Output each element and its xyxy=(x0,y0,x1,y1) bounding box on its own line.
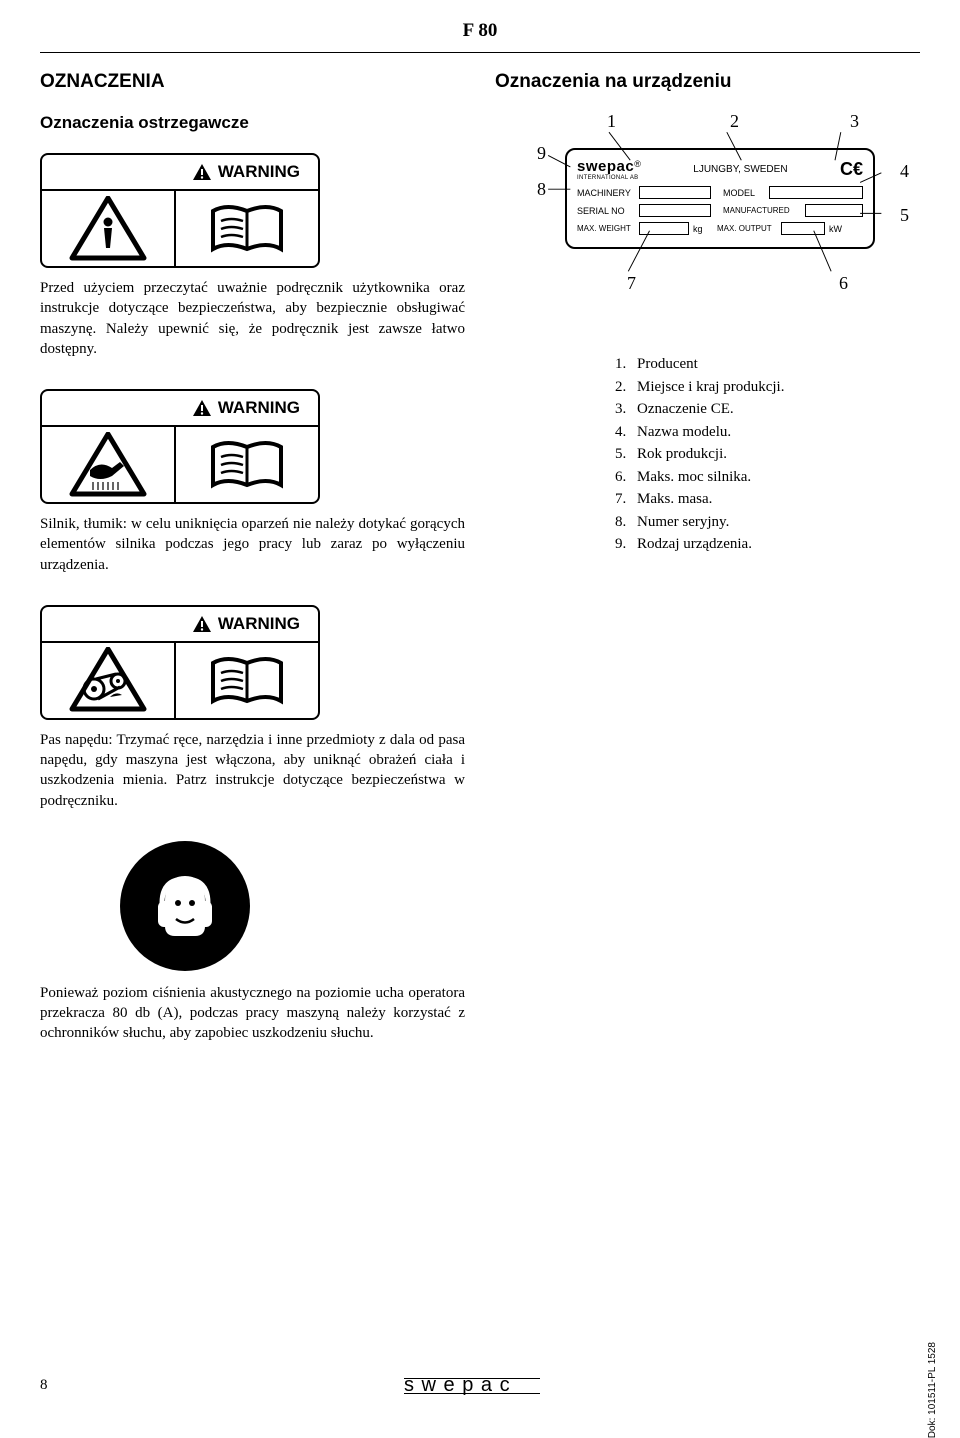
legend-item: 4.Nazwa modelu. xyxy=(615,421,920,444)
callout-8: 8 xyxy=(537,179,546,200)
label-output: MAX. OUTPUT xyxy=(717,224,777,233)
legend-item: 7.Maks. masa. xyxy=(615,488,920,511)
paragraph-3: Pas napędu: Trzymać ręce, narzędzia i in… xyxy=(40,730,465,811)
callout-5: 5 xyxy=(900,205,909,226)
callout-2: 2 xyxy=(730,111,739,132)
right-title: Oznaczenia na urządzeniu xyxy=(495,71,920,93)
legend-item: 8.Numer seryjny. xyxy=(615,511,920,534)
warning-sign-3: WARNING xyxy=(40,605,320,720)
legend-item: 6.Maks. moc silnika. xyxy=(615,466,920,489)
legend-item: 2.Miejsce i kraj produkcji. xyxy=(615,376,920,399)
callout-6: 6 xyxy=(839,273,848,294)
page-header-code: F 80 xyxy=(40,20,920,42)
warning-text-2: WARNING xyxy=(218,398,300,418)
legend-item: 5.Rok produkcji. xyxy=(615,443,920,466)
callout-9: 9 xyxy=(537,143,546,164)
legend-item: 3.Oznaczenie CE. xyxy=(615,398,920,421)
callout-1: 1 xyxy=(607,111,616,132)
ear-protection-icon xyxy=(140,861,230,951)
top-rule xyxy=(40,52,920,53)
paragraph-1: Przed użyciem przeczytać uważnie podręcz… xyxy=(40,278,465,359)
nameplate-international: INTERNATIONAL AB xyxy=(577,175,641,181)
warning-triangle-icon xyxy=(192,163,212,181)
hazard-belt-icon xyxy=(68,647,148,713)
right-column: Oznaczenia na urządzeniu 1 2 3 4 5 6 7 8… xyxy=(495,71,920,1074)
nameplate-diagram: 1 2 3 4 5 6 7 8 9 swepac® INTERNATIONAL … xyxy=(495,113,920,333)
left-main-title: OZNACZENIA xyxy=(40,71,465,93)
ce-mark-icon: C€ xyxy=(840,159,863,180)
legend-item: 1.Producent xyxy=(615,353,920,376)
svg-text:s w e p a c: s w e p a c xyxy=(404,1374,511,1396)
label-manuf: MANUFACTURED xyxy=(723,206,801,215)
label-kg: kg xyxy=(693,224,707,234)
legend-list: 1.Producent 2.Miejsce i kraj produkcji. … xyxy=(495,353,920,556)
warning-triangle-icon xyxy=(192,615,212,633)
label-weight: MAX. WEIGHT xyxy=(577,224,635,233)
left-column: OZNACZENIA Oznaczenia ostrzegawcze WARNI… xyxy=(40,71,465,1074)
paragraph-4: Ponieważ poziom ciśnienia akustycznego n… xyxy=(40,983,465,1044)
warning-text-3: WARNING xyxy=(218,614,300,634)
warning-sign-2: WARNING xyxy=(40,389,320,504)
label-machinery: MACHINERY xyxy=(577,188,635,198)
hazard-burn-icon xyxy=(68,432,148,498)
manual-book-icon xyxy=(207,201,287,256)
hazard-exclaim-icon xyxy=(68,196,148,262)
label-model: MODEL xyxy=(723,188,765,198)
nameplate-logo: swepac xyxy=(577,158,634,175)
callout-3: 3 xyxy=(850,111,859,132)
manual-book-icon xyxy=(207,437,287,492)
page-number: 8 xyxy=(40,1377,48,1394)
warning-triangle-icon xyxy=(192,399,212,417)
nameplate-location: LJUNGBY, SWEDEN xyxy=(693,164,787,175)
ear-protection-sign xyxy=(120,841,250,971)
label-serial: SERIAL NO xyxy=(577,206,635,216)
nameplate: swepac® INTERNATIONAL AB LJUNGBY, SWEDEN… xyxy=(565,148,875,249)
callout-7: 7 xyxy=(627,273,636,294)
page-footer: 8 s w e p a c xyxy=(40,1373,920,1397)
warning-sign-1: WARNING xyxy=(40,153,320,268)
callout-4: 4 xyxy=(900,161,909,182)
warning-text-1: WARNING xyxy=(218,162,300,182)
label-kw: kW xyxy=(829,224,847,234)
document-id: Dok: 101511-PL 1528 xyxy=(927,1342,938,1438)
paragraph-2: Silnik, tłumik: w celu uniknięcia oparze… xyxy=(40,514,465,575)
legend-item: 9.Rodzaj urządzenia. xyxy=(615,533,920,556)
left-sub-title: Oznaczenia ostrzegawcze xyxy=(40,113,465,133)
manual-book-icon xyxy=(207,653,287,708)
footer-logo-icon: s w e p a c xyxy=(404,1373,544,1397)
